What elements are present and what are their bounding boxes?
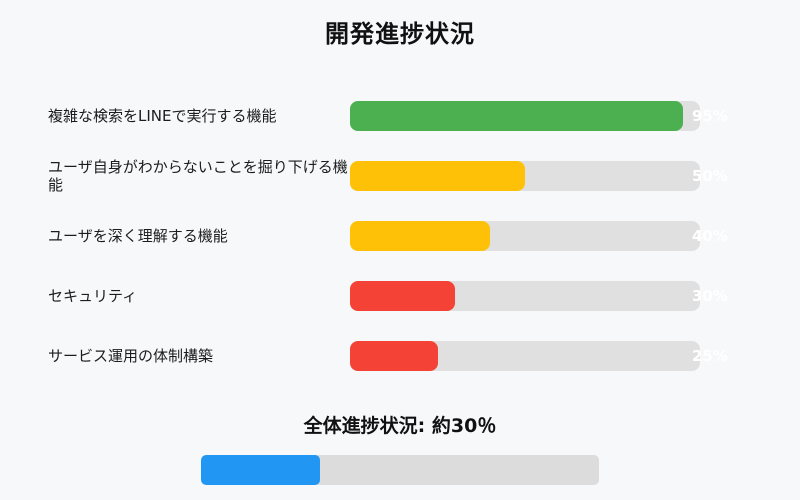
page-title: 開発進捗状況 — [325, 20, 475, 48]
progress-percent: 50% — [692, 167, 728, 185]
progress-row: 複雑な検索をLINEで実行する機能 95% — [0, 101, 800, 131]
overall-heading: 全体進捗状況: 約30％ — [303, 415, 497, 437]
task-label: セキュリティ — [48, 287, 138, 305]
progress-percent: 95% — [692, 107, 728, 125]
progress-fill — [350, 221, 490, 251]
progress-row: ユーザを深く理解する機能 40% — [0, 221, 800, 251]
overall-progress-track — [201, 455, 599, 485]
overall-progress-fill — [201, 455, 321, 485]
progress-percent: 40% — [692, 227, 728, 245]
task-label: サービス運用の体制構築 — [48, 347, 214, 365]
progress-track: 95% — [350, 101, 728, 131]
task-label: ユーザを深く理解する機能 — [48, 227, 228, 245]
progress-fill — [350, 281, 455, 311]
progress-fill — [350, 101, 683, 131]
progress-track: 50% — [350, 161, 728, 191]
progress-rows: 複雑な検索をLINEで実行する機能 95% ユーザ自身がわからないことを掘り下げ… — [0, 101, 800, 371]
progress-track: 25% — [350, 341, 728, 371]
progress-percent: 25% — [692, 347, 728, 365]
progress-fill — [350, 161, 525, 191]
progress-percent: 30% — [692, 287, 728, 305]
progress-fill — [350, 341, 438, 371]
progress-row: ユーザ自身がわからないことを掘り下げる機能 50% — [0, 158, 800, 194]
progress-track: 30% — [350, 281, 728, 311]
overall-progress-section: 全体進捗状況: 約30％ — [0, 411, 800, 485]
progress-track: 40% — [350, 221, 728, 251]
task-label: 複雑な検索をLINEで実行する機能 — [48, 107, 277, 125]
progress-row: セキュリティ 30% — [0, 281, 800, 311]
progress-row: サービス運用の体制構築 25% — [0, 341, 800, 371]
task-label: ユーザ自身がわからないことを掘り下げる機能 — [48, 158, 348, 194]
